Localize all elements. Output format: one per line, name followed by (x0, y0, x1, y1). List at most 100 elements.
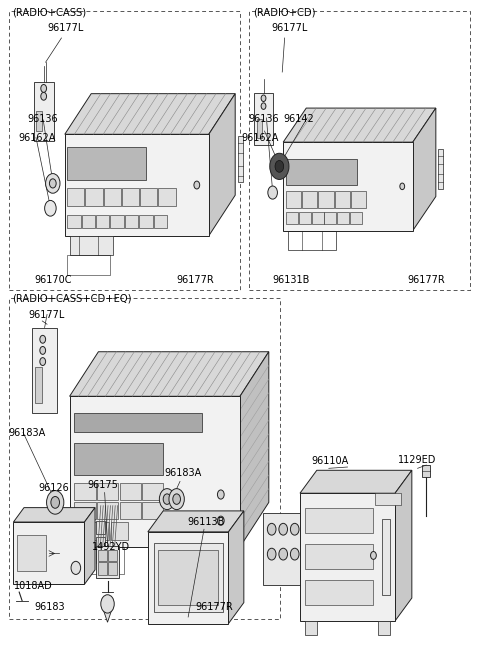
Polygon shape (263, 513, 305, 585)
Bar (96, 521, 105, 534)
Bar (120, 502, 141, 519)
Text: 96177L: 96177L (29, 310, 65, 320)
Text: 1492YD: 1492YD (92, 542, 130, 552)
Polygon shape (13, 508, 95, 522)
Bar (74, 502, 96, 519)
Bar (67, 215, 81, 228)
Text: 96177R: 96177R (407, 275, 445, 285)
Bar (378, 621, 390, 635)
Bar (154, 543, 223, 612)
Text: 96126: 96126 (38, 483, 69, 493)
Circle shape (47, 491, 64, 514)
Bar (305, 508, 373, 533)
Bar (96, 546, 119, 578)
Bar (337, 212, 349, 224)
Bar (351, 191, 366, 208)
Circle shape (71, 561, 81, 574)
Text: 96136: 96136 (28, 115, 59, 124)
Bar (36, 111, 42, 131)
Polygon shape (102, 605, 113, 622)
Circle shape (371, 552, 376, 559)
Bar (318, 191, 334, 208)
Circle shape (268, 186, 277, 199)
Bar (286, 159, 357, 185)
Circle shape (217, 516, 224, 525)
Circle shape (163, 494, 171, 504)
Text: 96162A: 96162A (241, 133, 278, 143)
Bar (310, 533, 316, 578)
Bar (350, 212, 362, 224)
Bar (254, 93, 273, 145)
Text: 96183A: 96183A (164, 468, 202, 478)
Bar (108, 562, 117, 575)
Bar (140, 188, 157, 206)
Text: (RADIO+CD): (RADIO+CD) (253, 7, 316, 17)
Polygon shape (84, 508, 95, 584)
Bar (142, 502, 163, 519)
Circle shape (40, 346, 46, 354)
Polygon shape (283, 108, 436, 142)
Circle shape (49, 179, 56, 188)
Bar (97, 502, 118, 519)
Circle shape (267, 548, 276, 560)
Bar (120, 483, 141, 500)
Circle shape (194, 181, 200, 189)
Bar (382, 519, 390, 595)
Text: 1129ED: 1129ED (398, 455, 437, 465)
Text: 96170C: 96170C (35, 275, 72, 285)
Bar (375, 493, 401, 505)
Bar (108, 550, 117, 561)
Bar (67, 255, 110, 275)
Bar (70, 396, 240, 547)
Bar (111, 522, 128, 540)
Text: 96110A: 96110A (311, 457, 348, 466)
Bar (67, 188, 84, 206)
Bar (335, 191, 350, 208)
Polygon shape (413, 108, 436, 231)
Text: 96177L: 96177L (47, 24, 84, 33)
Circle shape (290, 548, 299, 560)
Bar (74, 413, 202, 432)
Circle shape (279, 548, 288, 560)
Text: 96162A: 96162A (18, 133, 56, 143)
Polygon shape (240, 352, 269, 547)
Bar (70, 236, 113, 255)
Circle shape (40, 335, 46, 343)
Bar (302, 191, 317, 208)
Bar (9, 11, 240, 290)
Text: 96177R: 96177R (196, 603, 234, 612)
Polygon shape (148, 511, 244, 532)
Bar (122, 188, 139, 206)
Circle shape (279, 523, 288, 535)
Circle shape (41, 92, 47, 100)
Text: 96142: 96142 (283, 115, 314, 124)
Polygon shape (70, 352, 269, 396)
Bar (286, 212, 298, 224)
Bar (283, 142, 413, 231)
Circle shape (267, 523, 276, 535)
Bar (139, 215, 153, 228)
Bar (286, 191, 301, 208)
Text: 96177R: 96177R (177, 275, 215, 285)
Text: (RADIO+CASS+CD+EQ): (RADIO+CASS+CD+EQ) (12, 293, 132, 303)
Circle shape (173, 494, 180, 504)
Bar (74, 522, 91, 540)
Polygon shape (300, 470, 412, 493)
Circle shape (51, 496, 60, 508)
Circle shape (261, 103, 266, 109)
Bar (98, 562, 107, 575)
Bar (74, 443, 163, 475)
Bar (238, 136, 243, 182)
Bar (67, 147, 146, 180)
Bar (305, 621, 317, 635)
Circle shape (400, 183, 405, 190)
Text: 96183A: 96183A (9, 428, 46, 438)
Bar (110, 215, 124, 228)
Bar (93, 522, 109, 540)
Bar (438, 149, 443, 189)
Circle shape (270, 153, 289, 179)
Text: 96113B: 96113B (187, 517, 225, 527)
Bar (305, 580, 373, 605)
Bar (104, 188, 121, 206)
Bar (249, 11, 470, 290)
